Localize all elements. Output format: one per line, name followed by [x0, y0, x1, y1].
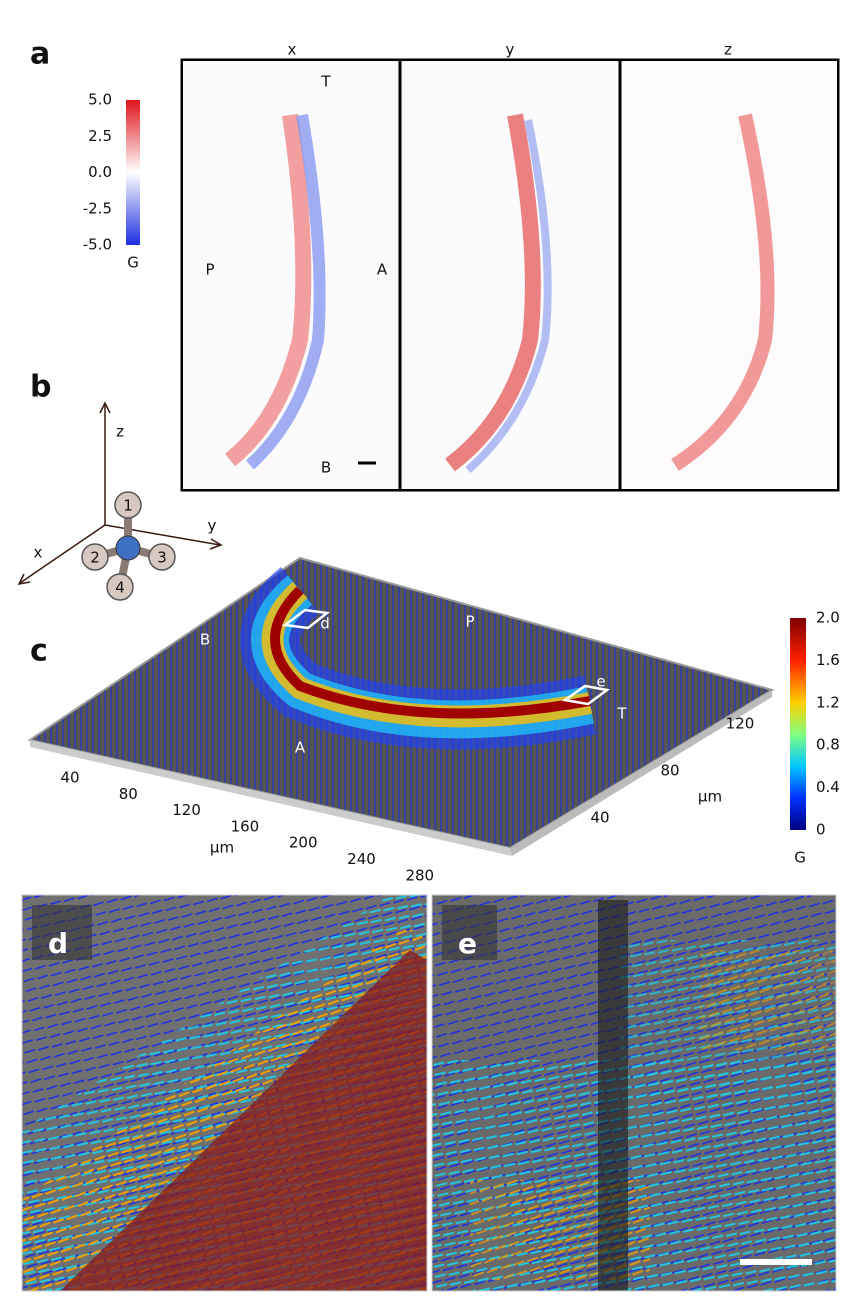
leg-label: 4: [115, 579, 125, 597]
colorbar-tick-label: 0.8: [816, 736, 840, 754]
axis-unit: µm: [210, 839, 234, 857]
map-title: y: [506, 41, 515, 59]
y-tick-label: 40: [590, 809, 609, 827]
maps: [183, 60, 837, 490]
x-tick-label: 120: [172, 801, 201, 819]
colorbar-tick-label: -2.5: [83, 199, 112, 217]
axis-unit: µm: [698, 788, 722, 806]
annotation: B: [200, 631, 210, 649]
annotation: A: [295, 739, 306, 757]
y-tick-label: 120: [726, 715, 755, 733]
colorbar-ticks: 2.0 1.6 1.2 0.8 0.4 0: [816, 609, 840, 839]
annotation: e: [596, 673, 605, 691]
annotation: T: [320, 73, 331, 91]
colorbar-tick-label: 0.0: [88, 163, 112, 181]
map-title: x: [288, 41, 297, 59]
colorbar: [126, 100, 140, 245]
leg-label: 1: [123, 497, 133, 515]
annotation: B: [321, 459, 331, 477]
colorbar-tick-label: -5.0: [83, 236, 112, 254]
annotation: P: [465, 613, 474, 631]
annotation: T: [616, 705, 627, 723]
colorbar-tick-label: 1.2: [816, 693, 840, 711]
annotation: d: [320, 615, 330, 633]
colorbar-unit: G: [794, 849, 806, 867]
vector-image: [432, 895, 836, 1291]
axis-label: x: [34, 544, 43, 562]
axis-label: z: [116, 423, 124, 441]
annotation: P: [205, 261, 214, 279]
x-tick-label: 280: [405, 866, 434, 884]
x-tick-label: 240: [347, 850, 376, 868]
panel-label: a: [30, 37, 50, 72]
panel-label: b: [30, 370, 51, 405]
x-tick-label: 160: [231, 817, 260, 835]
figure: a 5.02.50.0-2.5-5.0 G xyz T P A B b z y …: [0, 0, 842, 1299]
leg-label: 2: [90, 549, 100, 567]
leg-label: 3: [157, 549, 167, 567]
y-tick-label: 80: [660, 762, 679, 780]
colorbar-tick-label: 2.0: [816, 609, 840, 627]
map-titles: x y z: [288, 41, 733, 59]
panel-label: c: [30, 634, 48, 669]
colorbar-unit: G: [127, 254, 139, 272]
vector-image: [22, 895, 427, 1291]
x-tick-label: 40: [60, 769, 79, 787]
map-title: z: [724, 41, 732, 59]
colorbar-tick-label: 0.4: [816, 778, 840, 796]
panel-label: d: [48, 927, 68, 960]
colorbar-tick-label: 5.0: [88, 91, 112, 109]
panel-label: e: [458, 927, 477, 960]
molecule-center: [116, 536, 140, 560]
colorbar-ticks: 5.0 2.5 0.0 -2.5 -5.0: [83, 91, 112, 254]
annotation: A: [377, 261, 388, 279]
colorbar-tick-label: 1.6: [816, 651, 840, 669]
colorbar-tick-label: 0: [816, 821, 826, 839]
x-tick-label: 200: [289, 834, 318, 852]
axis-label: y: [208, 517, 217, 535]
colorbar: [790, 618, 806, 830]
colorbar-tick-label: 2.5: [88, 127, 112, 145]
x-tick-label: 80: [119, 785, 138, 803]
